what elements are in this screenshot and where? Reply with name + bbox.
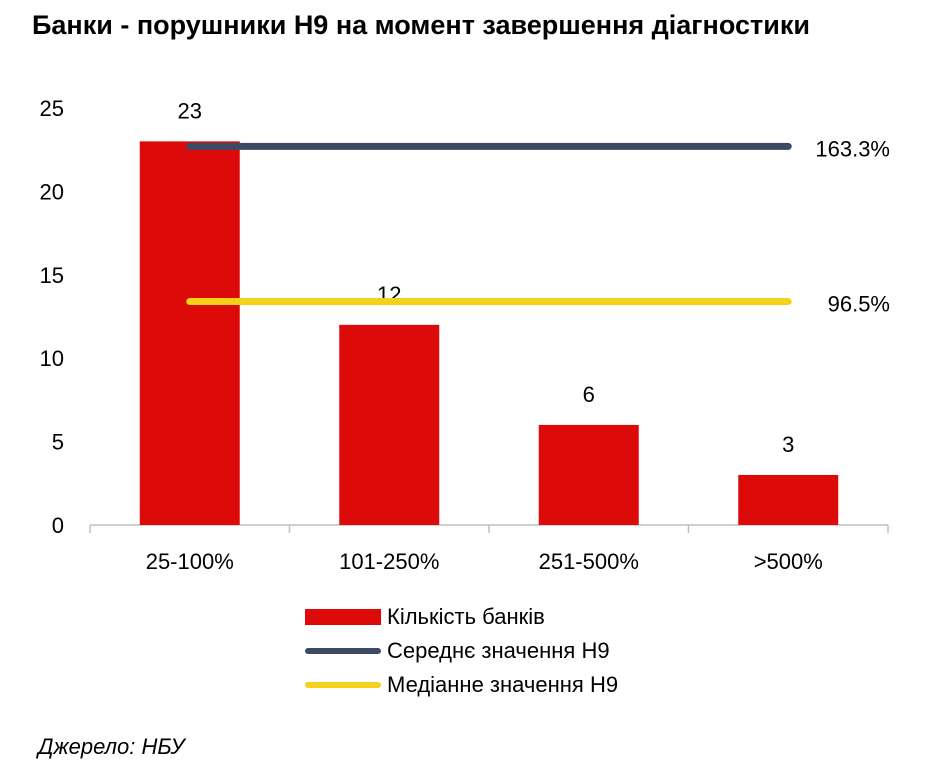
legend-label-mean: Середнє значення Н9 xyxy=(387,638,610,663)
legend-swatch-mean xyxy=(305,648,381,654)
bar xyxy=(339,324,440,525)
y-tick-label: 10 xyxy=(40,346,64,371)
y-tick-label: 0 xyxy=(52,513,64,538)
data-label: 23 xyxy=(178,98,202,123)
y-tick-label: 25 xyxy=(40,96,64,121)
data-label: 6 xyxy=(583,382,595,407)
x-tick-label: 101-250% xyxy=(339,549,439,574)
x-tick-label: >500% xyxy=(754,549,823,574)
legend-item-count: Кількість банків xyxy=(305,600,618,634)
y-tick-label: 5 xyxy=(52,430,64,455)
bar xyxy=(738,474,839,525)
y-axis: 0 5 10 15 20 25 xyxy=(40,96,64,538)
source-note: Джерело: НБУ xyxy=(38,734,185,759)
reference-lines: 163.3% 96.5% xyxy=(186,136,890,316)
legend: Кількість банків Середнє значення Н9 Мед… xyxy=(305,600,618,702)
x-tick-label: 25-100% xyxy=(146,549,234,574)
reference-line-label: 96.5% xyxy=(828,291,890,316)
x-tick-marks xyxy=(89,525,889,533)
legend-label-count: Кількість банків xyxy=(387,604,545,629)
bar xyxy=(139,141,240,526)
x-tick-label: 251-500% xyxy=(539,549,639,574)
legend-item-mean: Середнє значення Н9 xyxy=(305,634,618,668)
y-tick-label: 15 xyxy=(40,263,64,288)
bar xyxy=(538,424,639,525)
data-label: 3 xyxy=(782,432,794,457)
legend-swatch-count xyxy=(305,609,381,625)
y-tick-label: 20 xyxy=(40,179,64,204)
chart-title: Банки - порушники Н9 на момент завершенн… xyxy=(32,10,810,40)
x-axis-labels: 25-100% 101-250% 251-500% >500% xyxy=(146,549,823,574)
legend-item-median: Медіанне значення Н9 xyxy=(305,668,618,702)
legend-swatch-median xyxy=(305,682,381,688)
reference-line-label: 163.3% xyxy=(815,136,890,161)
bar-series xyxy=(139,141,839,526)
legend-label-median: Медіанне значення Н9 xyxy=(387,672,619,697)
